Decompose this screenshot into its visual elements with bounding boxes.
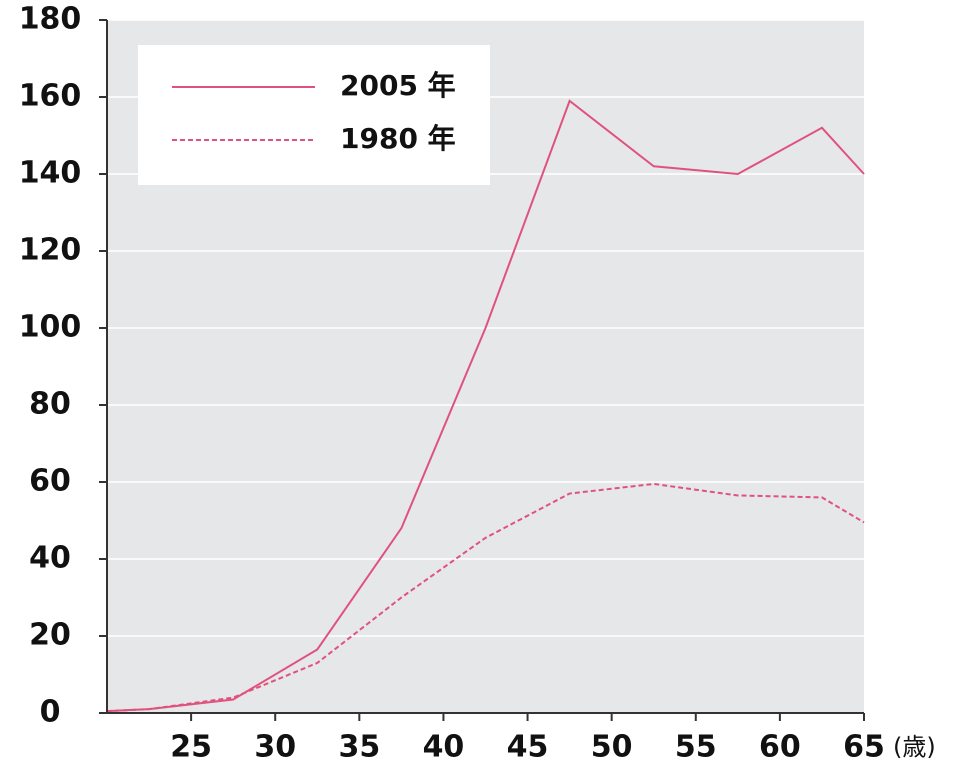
y-tick-label: 60: [29, 464, 71, 499]
y-tick-label: 20: [29, 618, 71, 653]
x-tick-label: 60: [759, 730, 801, 765]
y-tick-label: 40: [29, 541, 71, 576]
x-tick-label: 45: [507, 730, 549, 765]
legend: [138, 45, 490, 185]
y-tick-label: 160: [19, 79, 82, 114]
series-line: [106, 482, 865, 713]
x-tick-label: 25: [170, 730, 212, 765]
y-tick-label: 140: [19, 156, 82, 191]
y-tick-label: 80: [29, 387, 71, 422]
y-tick-label: 120: [19, 233, 82, 268]
lines: [106, 99, 865, 713]
x-tick-label: 30: [254, 730, 296, 765]
y-tick-label: 0: [40, 695, 61, 730]
x-tick-label: 50: [591, 730, 633, 765]
legend-label: 1980 年: [340, 122, 456, 155]
x-tick-label: 55: [675, 730, 717, 765]
y-tick-label: 100: [19, 310, 82, 345]
x-axis-label: (歳): [893, 733, 936, 761]
x-tick-label: 40: [423, 730, 465, 765]
y-tick-label: 180: [19, 2, 82, 37]
x-tick-label: 65: [843, 730, 885, 765]
legend-entries: 2005 年 1980 年: [172, 69, 456, 155]
legend-label: 2005 年: [340, 69, 456, 102]
x-tick-label: 35: [338, 730, 380, 765]
series-line: [106, 99, 865, 713]
